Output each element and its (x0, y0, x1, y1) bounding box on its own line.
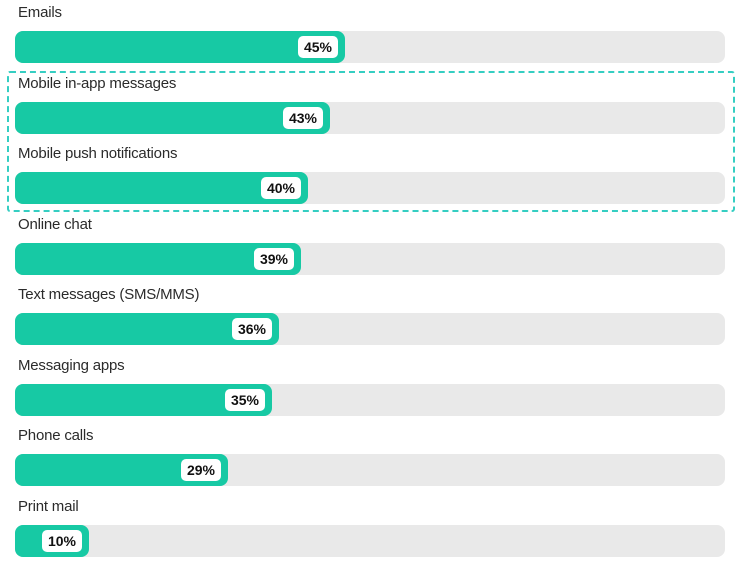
bar-fill: 36% (15, 313, 279, 345)
value-label: 10% (41, 529, 82, 552)
value-label: 45% (297, 36, 338, 58)
bar-track: 29% (15, 454, 725, 486)
bar-row: Mobile push notifications 40% (0, 144, 750, 204)
bar-row: Phone calls 29% (0, 426, 750, 486)
bar-fill: 40% (15, 172, 308, 204)
bar-fill: 29% (15, 454, 228, 486)
bar-fill: 45% (15, 31, 345, 63)
bar-row: Online chat 39% (0, 215, 750, 275)
category-label: Mobile in-app messages (18, 74, 177, 92)
value-label: 43% (282, 106, 323, 129)
bar-rows: Emails 45% Mobile in-app messages 43% Mo… (0, 3, 750, 557)
bar-fill: 43% (15, 101, 330, 134)
category-label: Online chat (18, 215, 92, 233)
category-label: Phone calls (18, 427, 94, 444)
bar-track: 39% (15, 242, 725, 275)
category-label: Emails (18, 4, 62, 21)
bar-track: 43% (15, 101, 725, 134)
category-label: Text messages (SMS/MMS) (18, 286, 200, 303)
bar-row: Emails 45% (0, 3, 750, 63)
value-label: 35% (224, 388, 265, 411)
bar-track: 40% (15, 172, 725, 204)
value-label: 39% (253, 247, 294, 270)
value-label: 40% (260, 177, 301, 199)
category-label: Print mail (18, 497, 79, 515)
bar-track: 10% (15, 524, 725, 557)
bar-row: Messaging apps 35% (0, 356, 750, 416)
bar-row: Mobile in-app messages 43% (0, 74, 750, 134)
bar-row: Print mail 10% (0, 497, 750, 557)
bar-fill: 39% (15, 242, 301, 275)
bar-track: 45% (15, 31, 725, 63)
category-label: Messaging apps (18, 356, 125, 374)
bar-track: 36% (15, 313, 725, 345)
bar-row: Text messages (SMS/MMS) 36% (0, 285, 750, 345)
value-label: 29% (180, 459, 221, 481)
category-label: Mobile push notifications (18, 145, 178, 162)
value-label: 36% (231, 318, 272, 340)
bar-fill: 10% (15, 524, 89, 557)
bar-fill: 35% (15, 383, 272, 416)
bar-track: 35% (15, 383, 725, 416)
